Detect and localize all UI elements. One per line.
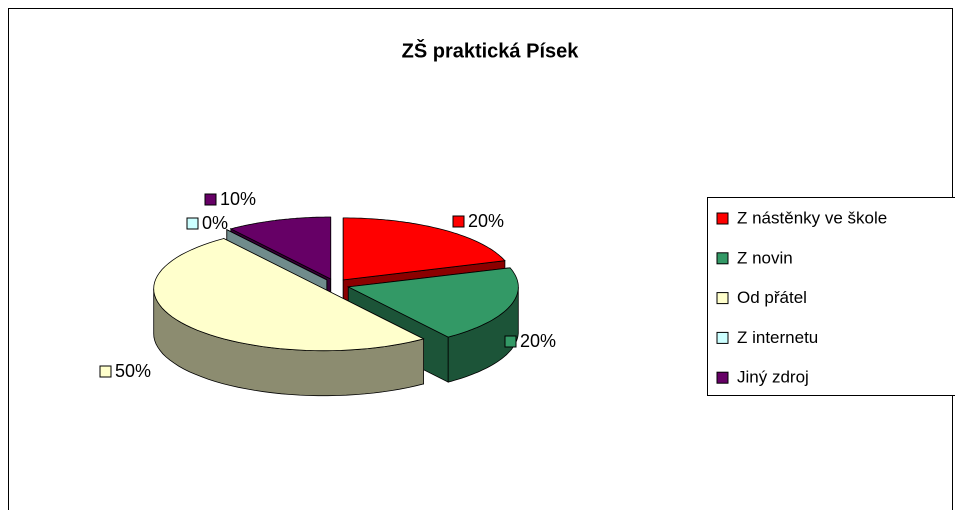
legend-swatch: [716, 252, 729, 265]
slice: [229, 216, 332, 280]
legend-label: Od přátel: [737, 288, 807, 307]
label-swatch: [504, 335, 517, 348]
data-label: 10%: [220, 189, 256, 209]
label-swatch: [204, 193, 217, 206]
slice: [342, 217, 506, 281]
data-label: 0%: [202, 213, 228, 233]
legend-swatch: [716, 212, 729, 225]
legend-swatch: [716, 331, 729, 344]
slice: [346, 267, 519, 338]
legend-label: Z nástěnky ve škole: [737, 208, 887, 227]
legend-label: Z internetu: [737, 328, 818, 347]
label-swatch: [186, 217, 199, 230]
legend-label: Jiný zdroj: [737, 368, 809, 387]
legend-swatch: [716, 292, 729, 305]
data-label: 20%: [520, 331, 556, 351]
data-label: 50%: [115, 361, 151, 381]
slice: [153, 238, 425, 352]
label-swatch: [99, 365, 112, 378]
data-label: 20%: [468, 211, 504, 231]
legend: [707, 197, 955, 396]
legend-swatch: [716, 371, 729, 384]
label-swatch: [452, 215, 465, 228]
legend-label: Z novin: [737, 248, 793, 267]
chart-title: ZŠ praktická Písek: [402, 38, 580, 62]
slice: [226, 229, 327, 281]
